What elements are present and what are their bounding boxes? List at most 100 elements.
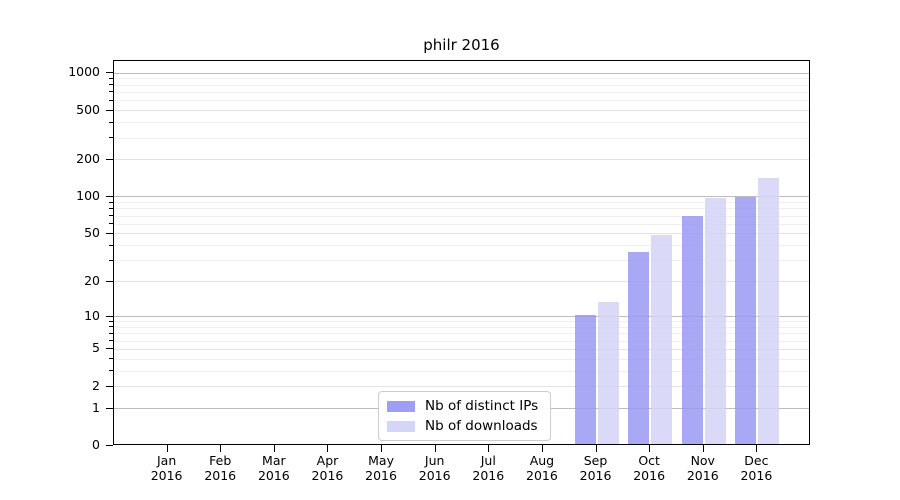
- y-tick-0: [106, 445, 113, 446]
- y-tick-label-5: 5: [92, 340, 100, 356]
- y-minor-tick-90: [109, 201, 113, 203]
- x-tick-label-jun: Jun 2016: [393, 453, 477, 483]
- y-tick-500: [106, 109, 113, 111]
- x-tick-mar: [273, 445, 275, 452]
- x-label-year: 2016: [740, 468, 773, 483]
- x-label-year: 2016: [633, 468, 666, 483]
- x-tick-label-aug: Aug 2016: [500, 453, 584, 483]
- x-tick-label-jul: Jul 2016: [446, 453, 530, 483]
- x-label-year: 2016: [311, 468, 344, 483]
- gridline-6: [114, 340, 809, 342]
- x-tick-apr: [327, 445, 329, 452]
- gridline-300: [114, 137, 809, 139]
- bar-ips-sep: [574, 314, 596, 444]
- bar-ips-oct: [628, 252, 650, 444]
- gridline-20: [114, 281, 809, 283]
- y-minor-tick-400: [109, 121, 113, 123]
- x-tick-label-jan: Jan 2016: [125, 453, 209, 483]
- y-minor-tick-600: [109, 99, 113, 101]
- x-tick-feb: [220, 445, 222, 452]
- gridline-7: [114, 333, 809, 335]
- y-tick-label-1000: 1000: [68, 64, 100, 80]
- x-tick-jul: [488, 445, 490, 452]
- x-tick-may: [381, 445, 383, 452]
- x-tick-dec: [756, 445, 758, 452]
- x-tick-label-feb: Feb 2016: [178, 453, 262, 483]
- y-minor-tick-40: [109, 244, 113, 246]
- x-tick-label-apr: Apr 2016: [285, 453, 369, 483]
- x-label-year: 2016: [418, 468, 451, 483]
- gridline-5: [114, 348, 809, 350]
- y-minor-tick-4: [109, 358, 113, 360]
- legend: Nb of distinct IPs Nb of downloads: [378, 391, 552, 441]
- chart-title: philr 2016: [423, 36, 500, 54]
- gridline-400: [114, 122, 809, 124]
- gridline-100: [114, 196, 809, 198]
- x-label-year: 2016: [579, 468, 612, 483]
- x-tick-sep: [595, 445, 597, 452]
- x-label-year: 2016: [365, 468, 397, 483]
- x-tick-jan: [166, 445, 168, 452]
- y-tick-10: [106, 315, 113, 317]
- y-tick-50: [106, 232, 113, 234]
- gridline-500: [114, 110, 809, 112]
- gridline-200: [114, 159, 809, 161]
- y-tick-1: [106, 407, 113, 409]
- gridline-600: [114, 100, 809, 102]
- gridline-900: [114, 78, 809, 80]
- y-tick-20: [106, 280, 113, 282]
- x-tick-oct: [649, 445, 651, 452]
- y-tick-label-0: 0: [92, 437, 100, 452]
- x-label-month: Jun: [424, 453, 445, 468]
- gridline-30: [114, 260, 809, 262]
- x-label-month: Aug: [529, 453, 555, 468]
- gridline-50: [114, 233, 809, 235]
- y-tick-100: [106, 195, 113, 197]
- gridline-1000: [114, 72, 809, 74]
- x-label-year: 2016: [204, 468, 237, 483]
- x-tick-nov: [702, 445, 704, 452]
- y-minor-tick-3: [109, 370, 113, 372]
- x-tick-label-sep: Sep 2016: [554, 453, 638, 483]
- y-minor-tick-700: [109, 91, 113, 93]
- x-label-month: Jul: [480, 453, 496, 468]
- gridline-40: [114, 245, 809, 247]
- gridline-2: [114, 386, 809, 388]
- x-label-month: Jan: [156, 453, 177, 468]
- bar-downloads-dec: [758, 177, 780, 444]
- gridline-80: [114, 208, 809, 210]
- y-minor-tick-60: [109, 223, 113, 225]
- x-tick-label-oct: Oct 2016: [607, 453, 691, 483]
- legend-swatch-distinct-ips: [387, 400, 415, 412]
- legend-swatch-downloads: [387, 420, 415, 432]
- x-tick-label-nov: Nov 2016: [661, 453, 745, 483]
- y-minor-tick-30: [109, 259, 113, 261]
- y-tick-5: [106, 348, 113, 350]
- gridline-60: [114, 223, 809, 225]
- x-label-month: Dec: [744, 453, 769, 468]
- y-minor-tick-8: [109, 326, 113, 328]
- bar-ips-nov: [681, 215, 703, 444]
- x-label-month: Mar: [262, 453, 286, 468]
- gridline-9: [114, 321, 809, 323]
- y-tick-label-20: 20: [84, 272, 100, 288]
- x-label-month: Feb: [209, 453, 232, 468]
- legend-item-downloads: Nb of downloads: [387, 418, 538, 434]
- y-minor-tick-900: [109, 77, 113, 79]
- legend-label-downloads: Nb of downloads: [425, 418, 538, 434]
- bar-ips-dec: [735, 196, 757, 444]
- x-tick-label-may: May 2016: [339, 453, 423, 483]
- gridline-700: [114, 91, 809, 93]
- gridline-10: [114, 316, 809, 318]
- y-tick-label-200: 200: [76, 150, 100, 166]
- plot-area: [113, 60, 810, 445]
- x-tick-jun: [434, 445, 436, 452]
- y-tick-200: [106, 158, 113, 160]
- gridline-70: [114, 215, 809, 217]
- y-minor-tick-6: [109, 340, 113, 341]
- y-tick-label-1: 1: [92, 399, 100, 415]
- gridline-90: [114, 202, 809, 204]
- x-label-year: 2016: [257, 468, 290, 483]
- y-minor-tick-7: [109, 332, 113, 334]
